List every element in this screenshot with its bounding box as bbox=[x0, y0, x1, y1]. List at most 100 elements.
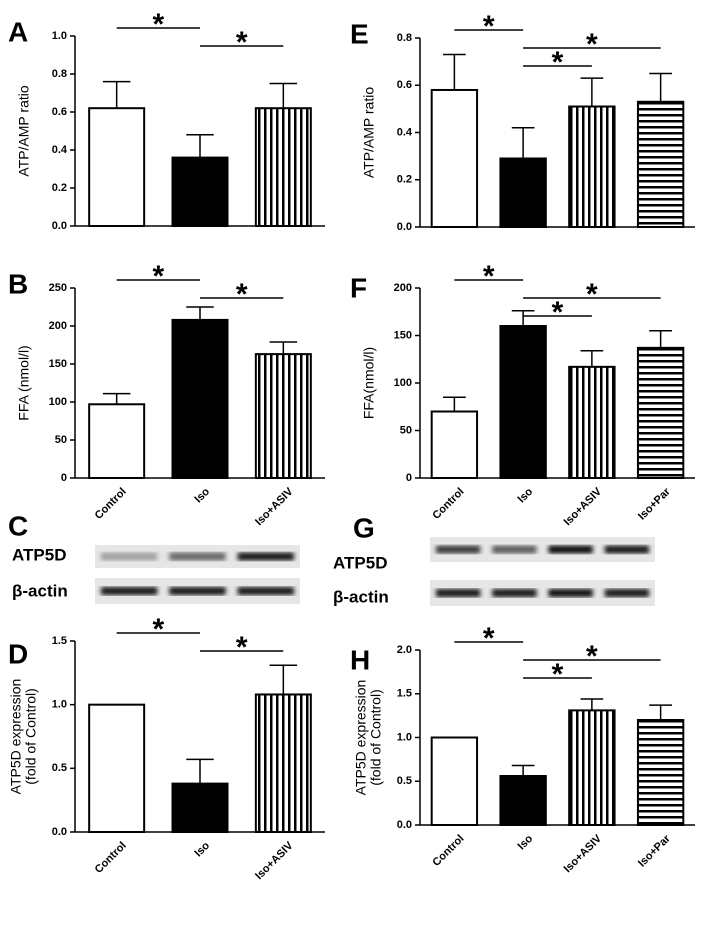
panel-letter: D bbox=[8, 638, 28, 669]
x-tick-label: Iso bbox=[516, 486, 536, 506]
bar bbox=[88, 703, 146, 834]
y-tick-label: 1.0 bbox=[52, 699, 67, 711]
bar bbox=[254, 107, 312, 227]
y-tick-label: 100 bbox=[49, 396, 67, 408]
y-tick-label: 0.4 bbox=[397, 126, 413, 138]
blot-band bbox=[604, 589, 649, 597]
y-tick-label: 0.8 bbox=[52, 68, 67, 80]
y-tick-label: 0 bbox=[61, 472, 67, 484]
y-tick-label: 0.2 bbox=[397, 174, 412, 186]
blot-band bbox=[101, 587, 158, 595]
y-tick-label: 1.5 bbox=[397, 688, 412, 700]
panel-letter: B bbox=[8, 268, 28, 299]
y-tick-label: 50 bbox=[400, 424, 412, 436]
bar bbox=[499, 775, 547, 826]
y-axis-label: (fold of Control) bbox=[23, 688, 39, 784]
significance-star: * bbox=[236, 278, 248, 311]
y-tick-label: 0.8 bbox=[397, 32, 412, 44]
bar bbox=[568, 709, 616, 826]
panel-letter: C bbox=[8, 510, 28, 541]
y-tick-label: 250 bbox=[49, 282, 67, 294]
bar bbox=[430, 736, 479, 826]
panel-letter: F bbox=[350, 272, 367, 303]
x-tick-label: Iso+ASIV bbox=[562, 832, 605, 875]
significance-star: * bbox=[483, 10, 495, 43]
blot-label: ATP5D bbox=[12, 545, 66, 564]
blot-label: β-actin bbox=[333, 587, 389, 606]
blot-band bbox=[169, 552, 226, 561]
bar bbox=[254, 353, 312, 479]
x-tick-label: Iso bbox=[192, 486, 212, 506]
significance-star: * bbox=[483, 260, 495, 293]
x-tick-label: Control bbox=[93, 840, 129, 876]
y-tick-label: 0.0 bbox=[397, 221, 412, 233]
significance-star: * bbox=[483, 622, 495, 655]
x-tick-label: Control bbox=[430, 833, 466, 869]
y-tick-label: 2.0 bbox=[397, 644, 412, 656]
significance-star: * bbox=[152, 613, 164, 646]
significance-star: * bbox=[236, 26, 248, 59]
x-tick-label: Iso+ASIV bbox=[253, 839, 296, 882]
y-tick-label: 0.0 bbox=[52, 826, 67, 838]
bar bbox=[636, 100, 685, 228]
panel-letter: G bbox=[353, 512, 375, 543]
y-tick-label: 200 bbox=[49, 320, 67, 332]
significance-star: * bbox=[586, 28, 598, 61]
y-axis-label: ATP/AMP ratio bbox=[16, 85, 32, 177]
y-tick-label: 0.5 bbox=[52, 762, 67, 774]
bar bbox=[636, 346, 685, 479]
bar bbox=[568, 365, 616, 480]
bar bbox=[636, 719, 685, 826]
significance-star: * bbox=[552, 296, 564, 329]
blot-band bbox=[492, 589, 537, 597]
y-tick-label: 0 bbox=[406, 472, 412, 484]
bar bbox=[254, 693, 312, 833]
x-tick-label: Iso bbox=[516, 833, 536, 853]
bar bbox=[88, 403, 146, 479]
y-axis-label: ATP/AMP ratio bbox=[361, 87, 377, 179]
y-axis-label: ATP5D expression bbox=[8, 679, 24, 795]
x-tick-label: Iso+Par bbox=[636, 485, 673, 522]
y-axis-label: ATP5D expression bbox=[353, 680, 369, 796]
y-tick-label: 1.0 bbox=[52, 30, 67, 42]
y-tick-label: 1.5 bbox=[52, 635, 67, 647]
x-tick-label: Iso bbox=[192, 840, 212, 860]
y-axis-label: (fold of Control) bbox=[368, 689, 384, 785]
significance-star: * bbox=[152, 8, 164, 41]
y-tick-label: 0.6 bbox=[397, 79, 412, 91]
significance-star: * bbox=[236, 631, 248, 664]
y-tick-label: 150 bbox=[49, 358, 67, 370]
bar bbox=[430, 88, 479, 228]
x-tick-label: Iso+ASIV bbox=[253, 485, 296, 528]
y-axis-label: FFA (nmol/l) bbox=[16, 345, 32, 420]
blot-band bbox=[492, 545, 537, 554]
y-tick-label: 50 bbox=[55, 434, 67, 446]
x-tick-label: Iso+ASIV bbox=[562, 485, 605, 528]
blot-label: ATP5D bbox=[333, 553, 387, 572]
bar bbox=[88, 107, 146, 227]
blot-band bbox=[548, 589, 593, 597]
y-tick-label: 0.6 bbox=[52, 106, 67, 118]
significance-star: * bbox=[586, 640, 598, 673]
bar bbox=[430, 410, 479, 479]
y-tick-label: 150 bbox=[394, 329, 412, 341]
y-axis-label: FFA(nmol/l) bbox=[361, 347, 377, 419]
blot-band bbox=[436, 589, 481, 597]
panel-letter: E bbox=[350, 18, 369, 49]
panel-letter: H bbox=[350, 644, 370, 675]
y-tick-label: 0.0 bbox=[397, 819, 412, 831]
bar bbox=[171, 156, 229, 228]
significance-star: * bbox=[586, 278, 598, 311]
x-tick-label: Control bbox=[93, 486, 129, 522]
blot-band bbox=[436, 545, 481, 554]
blot-band bbox=[237, 552, 294, 561]
y-tick-label: 0.0 bbox=[52, 220, 67, 232]
bar bbox=[171, 318, 229, 480]
blot-band bbox=[101, 552, 158, 561]
significance-star: * bbox=[152, 260, 164, 293]
blot-band bbox=[548, 545, 593, 554]
blot-band bbox=[604, 545, 649, 554]
significance-star: * bbox=[552, 658, 564, 691]
bar bbox=[568, 105, 616, 228]
